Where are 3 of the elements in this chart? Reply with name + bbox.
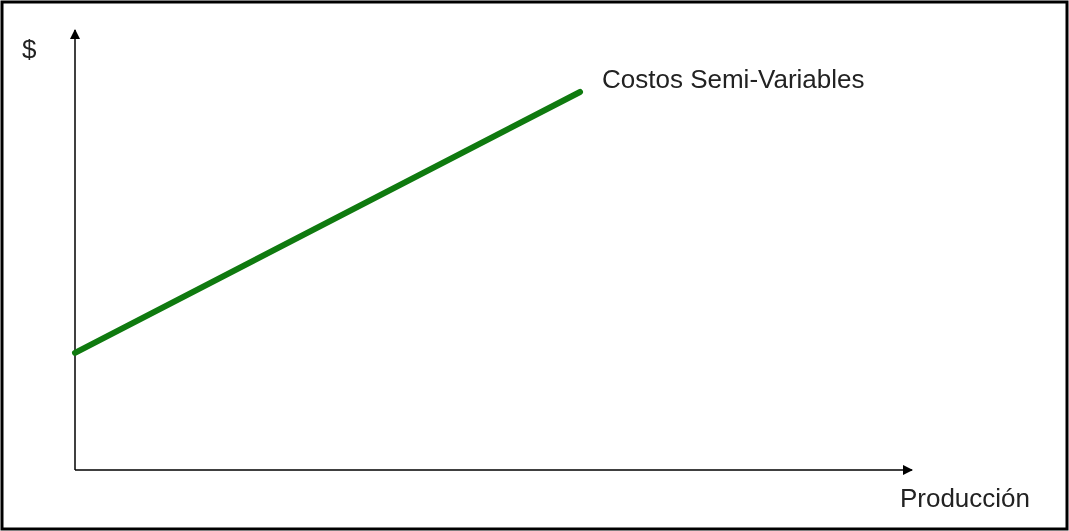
series-label: Costos Semi-Variables — [602, 64, 865, 94]
y-axis-title: $ — [22, 34, 37, 64]
x-axis-title: Producción — [899, 483, 1030, 513]
